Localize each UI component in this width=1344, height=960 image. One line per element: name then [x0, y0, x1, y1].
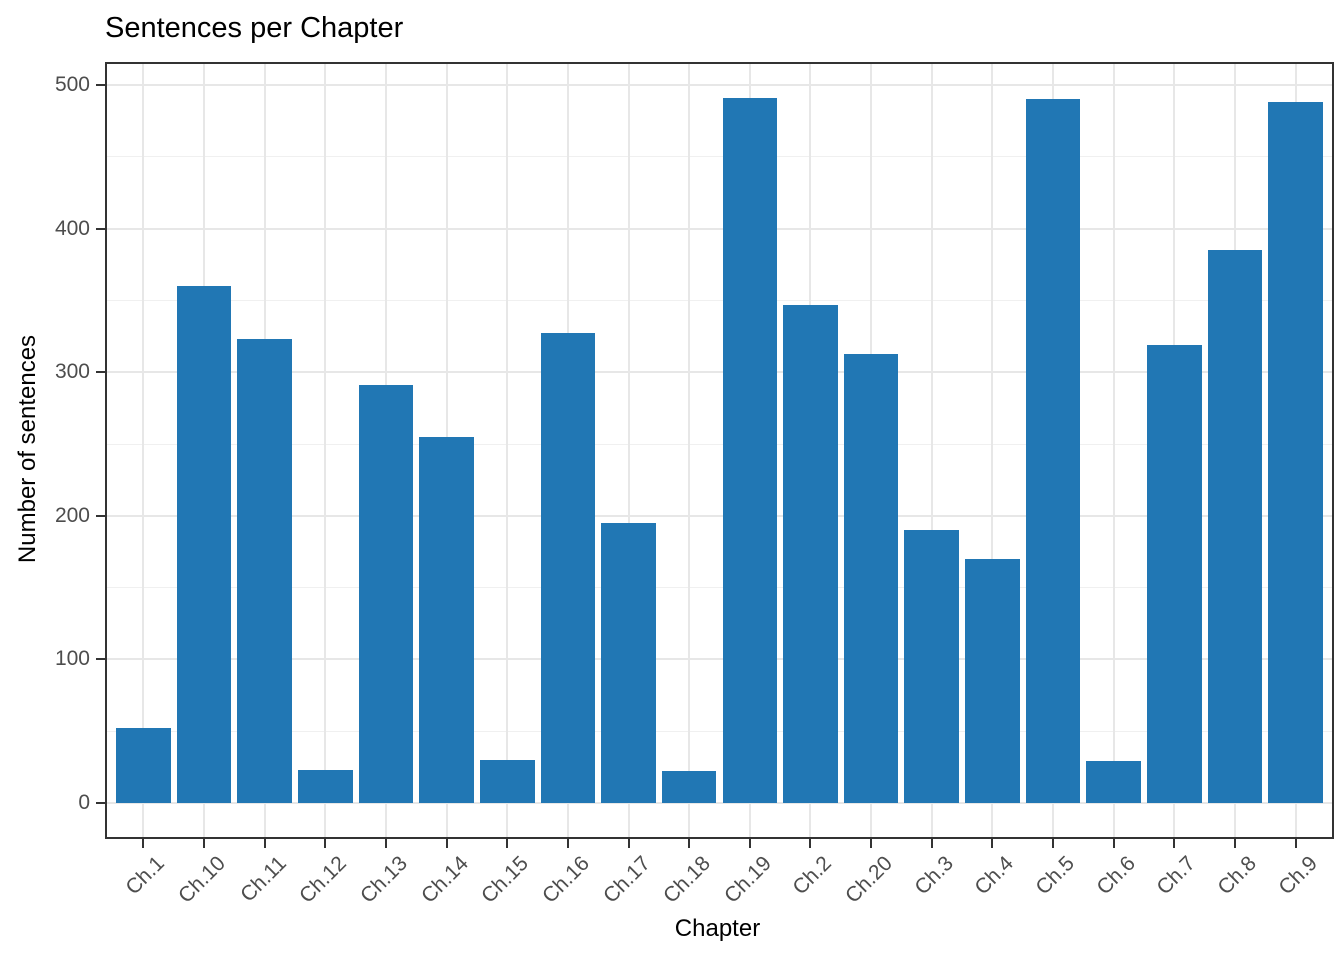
gridline-y-100 — [107, 658, 1332, 661]
gridline-y-400 — [107, 227, 1332, 230]
gridline-y-minor-150 — [107, 587, 1332, 589]
x-tick-ch-12 — [324, 839, 327, 848]
bar-ch-9 — [1268, 102, 1323, 803]
y-tick-400 — [96, 227, 105, 230]
chart-title: Sentences per Chapter — [105, 12, 404, 44]
x-axis-title: Chapter — [674, 915, 761, 942]
gridline-x-ch-3 — [930, 64, 933, 837]
y-tick-200 — [96, 514, 105, 517]
bar-ch-15 — [479, 759, 535, 803]
y-tick-300 — [96, 371, 105, 374]
y-tick-label-500: 500 — [54, 73, 90, 96]
bar-ch-12 — [298, 769, 353, 803]
bar-ch-1 — [116, 728, 171, 803]
gridline-x-ch-12 — [324, 64, 327, 837]
x-tick-ch-6 — [1112, 839, 1115, 848]
x-tick-ch-18 — [688, 839, 691, 848]
bar-ch-19 — [722, 97, 778, 803]
gridline-y-minor-450 — [107, 156, 1332, 158]
bar-ch-7 — [1147, 344, 1202, 803]
gridline-y-200 — [107, 514, 1332, 517]
x-tick-ch-3 — [930, 839, 933, 848]
gridline-x-ch-6 — [1112, 64, 1115, 837]
gridline-x-ch-15 — [506, 64, 509, 837]
x-tick-ch-5 — [1052, 839, 1055, 848]
gridline-y-minor-250 — [107, 443, 1332, 445]
gridline-y-500 — [107, 84, 1332, 86]
y-tick-label-100: 100 — [54, 647, 90, 671]
x-tick-ch-20 — [870, 839, 873, 848]
gridline-y-minor-350 — [107, 299, 1332, 301]
gridline-y-minor-50 — [107, 730, 1332, 732]
x-tick-ch-16 — [566, 839, 569, 848]
gridline-x-ch-17 — [627, 64, 630, 837]
y-tick-label-200: 200 — [54, 503, 90, 527]
x-tick-ch-8 — [1233, 839, 1236, 848]
bar-ch-4 — [965, 558, 1020, 803]
bar-ch-3 — [904, 530, 960, 803]
y-tick-label-400: 400 — [54, 216, 90, 240]
x-tick-ch-7 — [1173, 839, 1176, 848]
y-tick-0 — [96, 802, 105, 804]
x-tick-ch-19 — [748, 839, 751, 848]
x-tick-ch-13 — [384, 839, 387, 848]
bar-ch-20 — [843, 353, 899, 803]
gridline-y-0 — [107, 802, 1332, 804]
bar-ch-8 — [1207, 250, 1263, 803]
bar-ch-13 — [358, 385, 414, 803]
x-tick-ch-10 — [203, 839, 206, 848]
x-tick-ch-11 — [263, 839, 266, 848]
x-tick-ch-15 — [506, 839, 509, 848]
bar-ch-6 — [1086, 761, 1141, 803]
y-tick-label-0: 0 — [78, 791, 90, 814]
y-tick-500 — [96, 84, 105, 86]
bar-ch-10 — [176, 286, 232, 803]
bar-ch-14 — [419, 436, 474, 803]
bar-ch-18 — [661, 771, 717, 803]
x-tick-ch-4 — [991, 839, 994, 848]
y-axis-title: Number of sentences — [14, 334, 41, 564]
bar-ch-2 — [783, 304, 838, 803]
bar-ch-16 — [540, 333, 596, 803]
x-tick-ch-9 — [1294, 839, 1297, 848]
gridline-x-ch-4 — [991, 64, 994, 837]
y-tick-100 — [96, 658, 105, 661]
x-tick-ch-14 — [445, 839, 448, 848]
bar-ch-17 — [601, 522, 656, 803]
x-tick-ch-1 — [142, 839, 145, 848]
gridline-x-ch-18 — [688, 64, 691, 837]
y-tick-label-300: 300 — [54, 360, 90, 384]
gridline-y-300 — [107, 371, 1332, 374]
gridline-x-ch-1 — [142, 64, 145, 837]
x-tick-ch-17 — [627, 839, 630, 848]
bar-ch-5 — [1025, 99, 1081, 803]
x-tick-ch-2 — [809, 839, 812, 848]
bar-ch-11 — [237, 339, 292, 803]
plot-panel — [105, 62, 1334, 839]
